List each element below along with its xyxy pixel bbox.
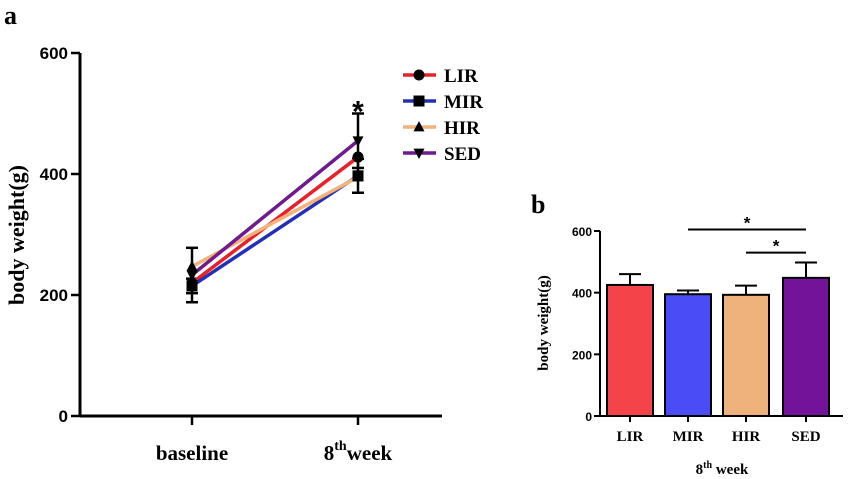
data-point-hir bbox=[186, 260, 198, 271]
panel-b-y-tick-label: 0 bbox=[585, 410, 592, 424]
panel-a-y-tick-label: 0 bbox=[59, 407, 68, 426]
legend-label-mir: MIR bbox=[444, 92, 483, 113]
panel-a-x-tick-label-main: 8 bbox=[324, 441, 335, 465]
panel-a-y-tick-label: 200 bbox=[40, 286, 68, 305]
panel-b-x-tick-label: SED bbox=[791, 429, 820, 445]
panel-a-x-tick-label-suffix: week bbox=[347, 441, 393, 465]
panel-b-x-tick-label: HIR bbox=[732, 429, 761, 445]
legend-marker-hir bbox=[413, 120, 425, 132]
legend-label-hir: HIR bbox=[444, 118, 480, 139]
data-point-sed bbox=[352, 136, 364, 147]
panel-b-y-tick-label: 400 bbox=[572, 287, 592, 301]
bar-hir bbox=[722, 293, 770, 418]
panel-a-y-tick-label: 400 bbox=[40, 165, 68, 184]
panel-b-x-tick-label: MIR bbox=[673, 429, 704, 445]
data-point-sed bbox=[186, 270, 198, 282]
panel-a-x-tick-label: 8thweek bbox=[324, 439, 393, 465]
panel-a-legend: LIR MIR HIR SED bbox=[403, 66, 483, 165]
panel-b-y-tick-label: 200 bbox=[572, 348, 592, 362]
panel-a-x-tick-label: baseline bbox=[156, 441, 228, 465]
legend-marker-sed bbox=[413, 148, 425, 160]
panel-a-x-tick-label-main: baseline bbox=[156, 441, 228, 465]
legend-label-lir: LIR bbox=[444, 66, 478, 87]
legend-label-sed: SED bbox=[444, 144, 481, 165]
panel-b-x-axis-label-sup: th bbox=[703, 460, 712, 471]
panel-a-line-chart: 0 200 400 600 baseline 8thweek * LIR MIR HIR SE… bbox=[4, 44, 483, 465]
panel-a-y-axis-label: body weight(g) bbox=[4, 165, 29, 305]
panel-b-x-tick-label: LIR bbox=[617, 429, 644, 445]
panel-b-bar-chart: 0 200 400 600 LIR MIR HIR SED * * body weight(g… bbox=[536, 213, 843, 478]
panel-b-x-axis-label-suffix: week bbox=[712, 462, 749, 478]
significance-asterisk: * bbox=[744, 213, 751, 232]
panel-b-y-axis-label: body weight(g) bbox=[536, 275, 552, 370]
panel-b-x-axis-label-main: 8 bbox=[696, 462, 704, 478]
series-line-sed bbox=[190, 139, 360, 277]
panel-b-letter: b bbox=[531, 190, 545, 219]
bar-lir bbox=[606, 283, 654, 418]
panel-a-letter: a bbox=[4, 1, 17, 30]
significance-asterisk: * bbox=[773, 237, 780, 256]
data-point-lir bbox=[352, 151, 364, 163]
series-line-mir bbox=[191, 174, 359, 288]
bar-sed bbox=[782, 276, 830, 417]
legend-marker-lir bbox=[413, 69, 425, 81]
panel-b-x-axis-label: 8th week bbox=[696, 460, 749, 478]
panel-b-y-tick-label: 600 bbox=[572, 225, 592, 239]
panel-a-y-tick-label: 600 bbox=[40, 44, 68, 63]
panel-a-x-tick-label-sup: th bbox=[334, 439, 347, 454]
data-point-hir bbox=[352, 170, 364, 182]
significance-asterisk: * bbox=[352, 95, 364, 128]
legend-marker-mir bbox=[413, 95, 425, 107]
bar-mir bbox=[664, 293, 712, 418]
data-point-mir bbox=[186, 280, 198, 292]
